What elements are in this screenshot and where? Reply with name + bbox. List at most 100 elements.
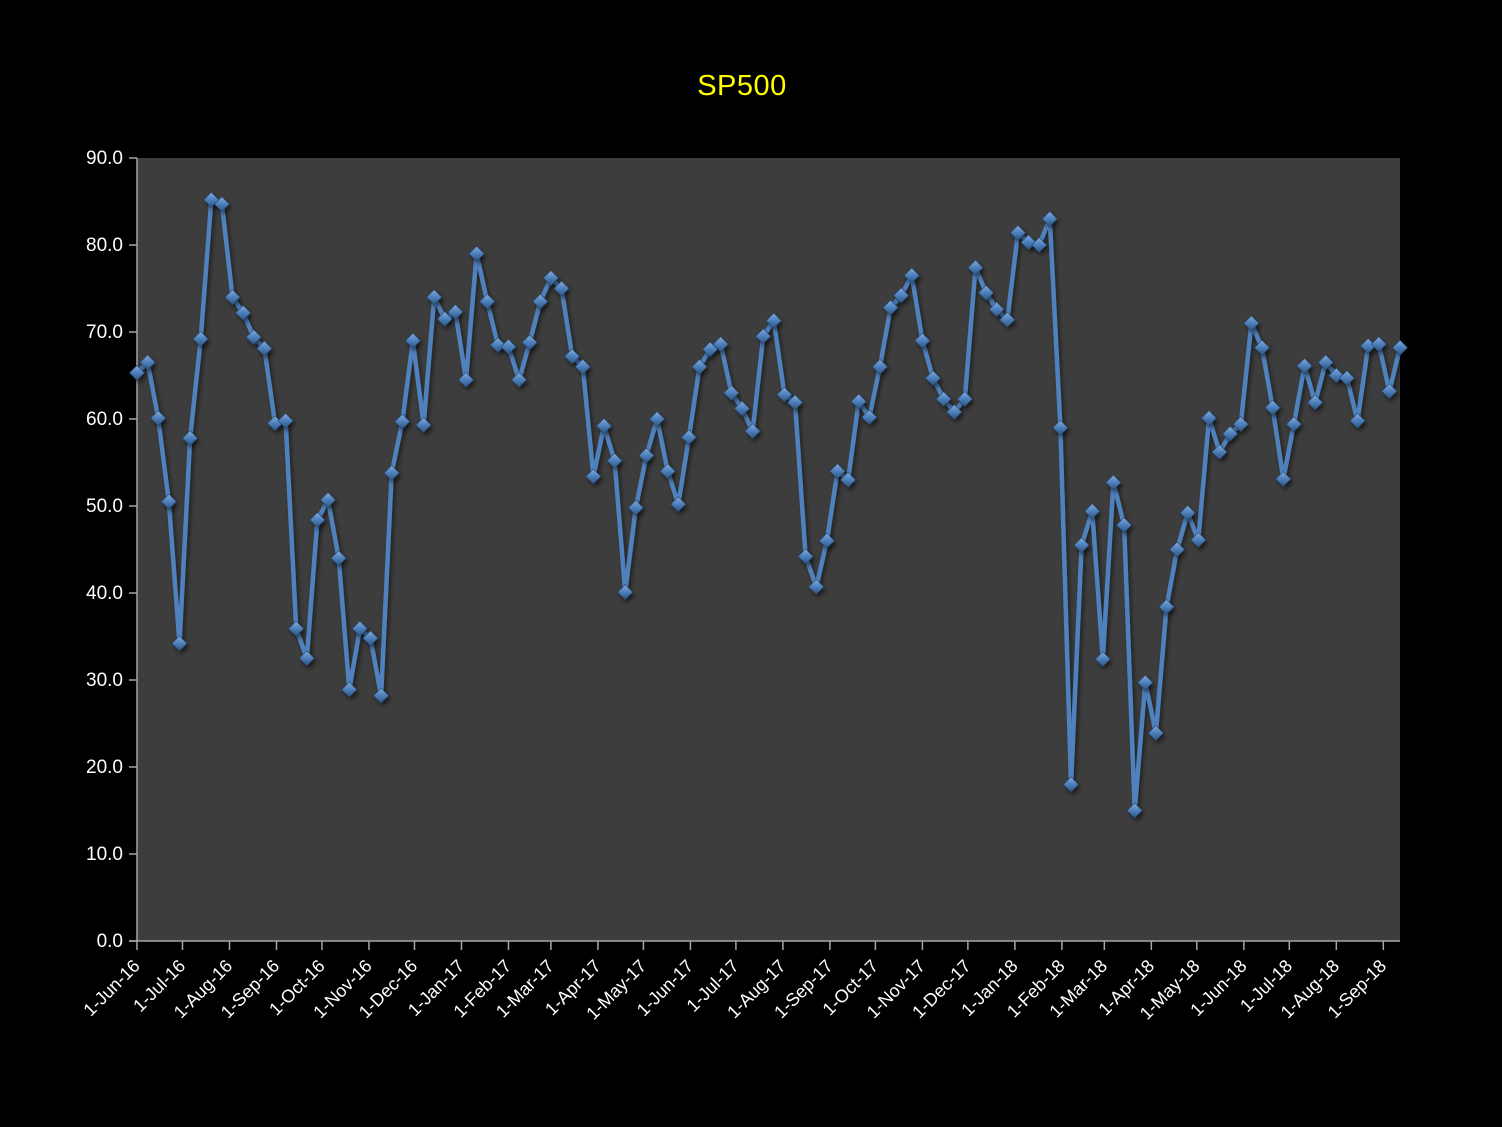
data-point-marker — [1222, 425, 1239, 442]
y-tick-label: 70.0 — [86, 322, 123, 343]
data-point-marker — [850, 393, 867, 410]
data-point-marker — [171, 635, 188, 652]
data-point-marker — [861, 409, 878, 426]
y-tick-label: 90.0 — [86, 148, 123, 169]
data-point-marker — [564, 348, 581, 365]
data-point-marker — [1243, 315, 1260, 332]
data-point-marker — [765, 312, 782, 329]
data-point-marker — [744, 423, 761, 440]
data-point-marker — [330, 550, 347, 567]
data-point-marker — [574, 358, 591, 375]
data-point-marker — [797, 548, 814, 565]
data-point-marker — [1020, 234, 1037, 251]
data-point-marker — [1094, 651, 1111, 668]
data-point-marker — [1041, 210, 1058, 227]
data-point-marker — [1254, 339, 1270, 356]
data-point-marker — [489, 337, 506, 353]
data-point-marker — [1179, 505, 1196, 521]
data-point-marker — [1370, 336, 1387, 353]
data-point-marker — [468, 245, 485, 262]
data-point-marker — [182, 430, 198, 447]
data-point-marker — [999, 311, 1016, 328]
data-point-marker — [436, 311, 453, 327]
data-point-marker — [638, 447, 655, 464]
data-point-marker — [702, 341, 719, 358]
data-point-marker — [1158, 598, 1175, 615]
data-point-marker — [150, 410, 167, 427]
data-point-marker — [840, 471, 857, 488]
data-point-marker — [585, 468, 602, 485]
data-point-marker — [235, 304, 252, 321]
data-point-marker — [1339, 370, 1355, 387]
data-point-marker — [935, 391, 952, 407]
data-point-marker — [1031, 237, 1048, 253]
y-tick-label: 80.0 — [86, 235, 123, 256]
data-point-marker — [978, 284, 995, 301]
data-point-marker — [426, 289, 443, 306]
data-point-marker — [532, 293, 549, 310]
data-point-marker — [914, 332, 931, 349]
series-markers — [129, 191, 1408, 819]
data-point-marker — [956, 391, 973, 407]
data-point-marker — [373, 687, 390, 704]
data-point-marker — [139, 354, 156, 371]
data-point-marker — [776, 386, 793, 403]
data-point-marker — [829, 463, 846, 480]
data-point-marker — [405, 332, 421, 349]
y-tick-label: 0.0 — [97, 931, 123, 952]
data-point-marker — [988, 301, 1005, 318]
data-point-marker — [1328, 367, 1345, 384]
data-point-marker — [224, 289, 241, 306]
data-point-marker — [1317, 354, 1334, 371]
data-point-marker — [351, 620, 368, 637]
data-point-marker — [1009, 224, 1026, 241]
data-point-marker — [277, 412, 294, 429]
data-point-marker — [659, 463, 676, 480]
data-point-marker — [1307, 394, 1324, 411]
data-point-marker — [1126, 802, 1143, 819]
data-point-marker — [967, 259, 984, 276]
data-point-marker — [298, 650, 315, 667]
data-point-marker — [670, 496, 687, 513]
data-point-marker — [893, 287, 910, 304]
data-point-marker — [649, 411, 665, 427]
data-point-marker — [734, 400, 750, 417]
data-point-marker — [458, 371, 474, 388]
data-point-marker — [691, 358, 708, 375]
data-point-marker — [606, 452, 623, 469]
data-point-marker — [1211, 444, 1228, 460]
data-point-marker — [1063, 776, 1079, 793]
data-point-marker — [1116, 517, 1132, 534]
data-point-marker — [1349, 412, 1366, 429]
data-point-marker — [553, 280, 570, 297]
data-point-marker — [1190, 532, 1207, 548]
data-point-marker — [362, 630, 379, 647]
data-point-marker — [755, 328, 772, 345]
data-point-marker — [500, 338, 517, 355]
data-point-marker — [1052, 419, 1069, 436]
data-point-marker — [946, 404, 963, 420]
data-point-marker — [925, 370, 941, 387]
data-point-marker — [617, 584, 634, 601]
data-point-marker — [680, 429, 697, 446]
data-point-marker — [394, 413, 411, 430]
data-point-marker — [213, 196, 230, 213]
y-tick-label: 10.0 — [86, 844, 123, 865]
data-point-marker — [320, 491, 336, 508]
data-point-marker — [129, 364, 145, 381]
y-tick-label: 60.0 — [86, 409, 123, 430]
data-point-marker — [256, 340, 273, 357]
data-point-marker — [808, 578, 825, 595]
data-point-marker — [1232, 416, 1249, 433]
data-point-marker — [383, 465, 400, 481]
data-point-marker — [1285, 416, 1302, 433]
data-point-marker — [1381, 383, 1398, 400]
y-tick-label: 20.0 — [86, 757, 123, 778]
data-point-marker — [1296, 358, 1313, 374]
data-point-marker — [1084, 503, 1101, 520]
data-point-marker — [1073, 537, 1090, 554]
data-point-marker — [479, 293, 496, 310]
data-point-marker — [596, 418, 612, 434]
